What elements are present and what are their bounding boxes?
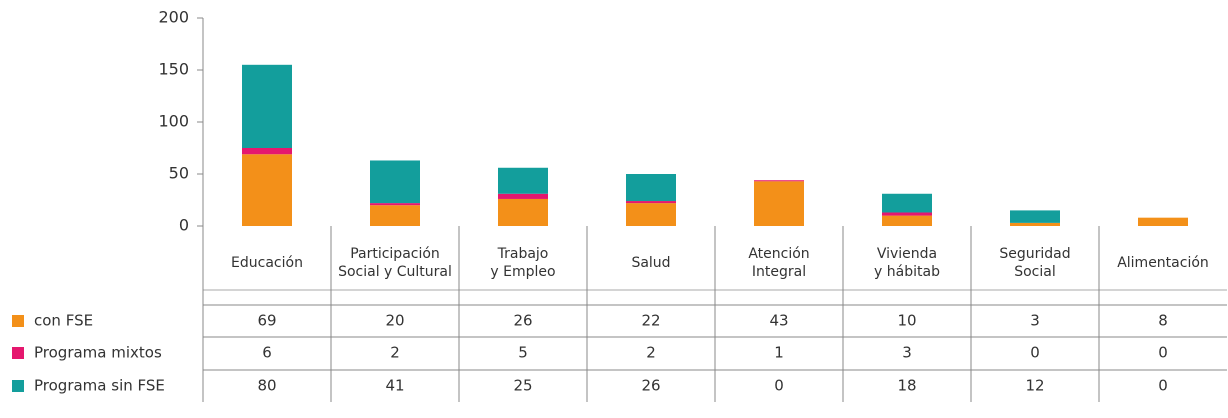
category-label: Salud <box>631 255 670 271</box>
table-value: 10 <box>897 312 916 330</box>
y-tick-label: 200 <box>158 8 189 27</box>
legend-swatch <box>12 315 24 327</box>
table-value: 80 <box>257 377 276 395</box>
bar-segment <box>1010 222 1060 226</box>
table-value: 1 <box>774 344 784 362</box>
legend-swatch <box>12 347 24 359</box>
table-value: 12 <box>1025 377 1044 395</box>
table-value: 5 <box>518 344 528 362</box>
bar-segment <box>882 212 932 216</box>
table-value: 26 <box>641 377 660 395</box>
bar-segment <box>882 215 932 226</box>
table-value: 2 <box>390 344 400 362</box>
legend-label: con FSE <box>34 312 93 330</box>
table-value: 25 <box>513 377 532 395</box>
bar-segment <box>754 181 804 226</box>
bar-segment <box>626 203 676 226</box>
legend-label: Programa sin FSE <box>34 377 165 395</box>
legend-label: Programa mixtos <box>34 344 162 362</box>
bar-segment <box>1010 210 1060 223</box>
y-tick-label: 100 <box>158 112 189 131</box>
category-label: Atención Integral <box>748 246 809 280</box>
category-label: Educación <box>231 255 303 271</box>
bar-segment <box>626 174 676 202</box>
table-value: 6 <box>262 344 272 362</box>
bar-segment <box>1138 217 1188 226</box>
category-label: Vivienda y hábitab <box>874 246 940 280</box>
table-value: 20 <box>385 312 404 330</box>
table-value: 3 <box>902 344 912 362</box>
category-label: Trabajo y Empleo <box>490 246 555 280</box>
table-value: 22 <box>641 312 660 330</box>
bar-segment <box>626 201 676 204</box>
bar-segment <box>498 167 548 194</box>
table-value: 0 <box>774 377 784 395</box>
bar-segment <box>242 64 292 148</box>
table-value: 0 <box>1030 344 1040 362</box>
bar-segment <box>242 148 292 155</box>
table-value: 26 <box>513 312 532 330</box>
table-value: 41 <box>385 377 404 395</box>
table-value: 0 <box>1158 377 1168 395</box>
bar-segment <box>498 198 548 226</box>
bar-segment <box>754 180 804 182</box>
y-tick-label: 0 <box>179 216 189 235</box>
table-value: 69 <box>257 312 276 330</box>
table-value: 2 <box>646 344 656 362</box>
y-tick-label: 150 <box>158 60 189 79</box>
y-tick-label: 50 <box>169 164 189 183</box>
table-value: 0 <box>1158 344 1168 362</box>
bar-segment <box>242 154 292 226</box>
bar-segment <box>370 160 420 204</box>
bar-segment <box>498 193 548 199</box>
table-value: 3 <box>1030 312 1040 330</box>
bar-segment <box>370 205 420 226</box>
table-value: 43 <box>769 312 788 330</box>
category-label: Seguridad Social <box>999 246 1070 280</box>
table-value: 18 <box>897 377 916 395</box>
bar-segment <box>882 193 932 213</box>
table-value: 8 <box>1158 312 1168 330</box>
category-label: Alimentación <box>1117 255 1209 271</box>
bar-segment <box>370 203 420 206</box>
category-label: Participación Social y Cultural <box>338 246 452 280</box>
legend-swatch <box>12 380 24 392</box>
